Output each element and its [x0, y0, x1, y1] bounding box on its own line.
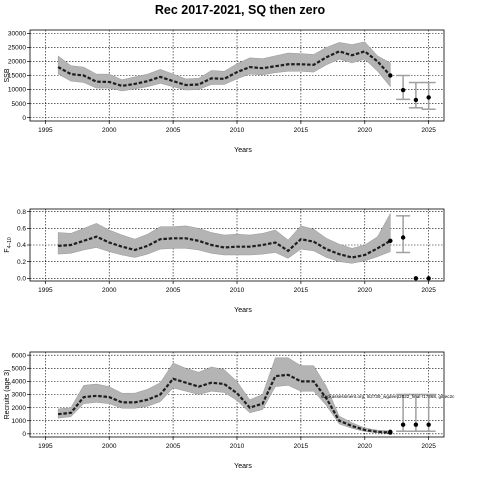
confidence-band [57, 213, 391, 264]
x-tick-label: 2000 [102, 443, 117, 450]
endpoint-point [388, 429, 393, 435]
y-axis-label-subscript: 4–10 [7, 237, 13, 248]
y-tick-label: 0.4 [17, 242, 26, 249]
forecast-point-2023 [400, 235, 406, 240]
y-tick-label: 20000 [8, 59, 26, 66]
y-tick-label: 0 [22, 115, 26, 122]
x-tick-label: 2025 [421, 443, 436, 450]
x-tick-label: 2010 [230, 443, 245, 450]
forecast-point-2025 [426, 422, 431, 427]
terminal-year-point [388, 73, 393, 78]
x-tick-label: 2015 [294, 443, 309, 450]
chart-title: Rec 2017-2021, SQ then zero [155, 3, 326, 17]
terminal-year-point [388, 238, 393, 244]
panel-3: 1995 2000 2005 2010 2015 2020 2025 0 1000 2000 300… [4, 351, 455, 470]
x-tick-label: 1995 [38, 127, 53, 134]
x-axis-label: Years [234, 147, 252, 154]
panel-2: 1995 2000 2005 2010 2015 2020 2025 0.0 0.2 0.4 0.6… [4, 208, 445, 314]
forecast-point-2023 [400, 422, 406, 427]
y-tick-label: 0 [22, 431, 26, 438]
x-tick-label: 1995 [38, 287, 53, 294]
x-tick-label: 2020 [358, 287, 373, 294]
panel-1: 1995 2000 2005 2010 2015 2020 2025 0 5000 10000 15… [4, 29, 445, 154]
y-tick-label: 0.0 [17, 276, 26, 283]
x-tick-label: 2005 [166, 443, 181, 450]
y-tick-label: 2000 [12, 405, 27, 412]
forecast-point-2024 [413, 276, 419, 281]
x-tick-label: 2025 [421, 287, 436, 294]
y-axis-label: Recruits (age 3) [4, 370, 11, 420]
y-tick-label: 10000 [8, 87, 26, 94]
x-tick-label: 2015 [294, 287, 309, 294]
median-line [57, 50, 392, 88]
x-tick-label: 2010 [230, 287, 245, 294]
y-tick-label: 25000 [8, 45, 26, 52]
forecast-point-2024 [413, 422, 419, 427]
x-tick-label: 2000 [102, 287, 117, 294]
x-axis-label: Years [234, 463, 252, 470]
x-tick-label: 2005 [166, 127, 181, 134]
forecast-point-2023 [400, 87, 406, 93]
y-tick-label: 6000 [12, 352, 27, 359]
x-tick-label: 2010 [230, 127, 245, 134]
confidence-band [57, 41, 391, 92]
x-tick-label: 1995 [38, 443, 53, 450]
forecast-point-2024 [413, 97, 419, 103]
forecast-point-2025 [426, 276, 431, 281]
y-tick-label: 0.6 [17, 226, 26, 233]
x-tick-label: 2000 [102, 127, 117, 134]
median-line [57, 373, 391, 434]
y-tick-label: 0.2 [17, 259, 26, 266]
y-tick-label: 15000 [8, 73, 26, 80]
x-tick-label: 2020 [358, 443, 373, 450]
x-tick-label: 2015 [294, 127, 309, 134]
y-tick-label: 3000 [12, 392, 27, 399]
x-tick-label: 2005 [166, 287, 181, 294]
y-tick-label: 30000 [8, 31, 26, 38]
y-axis-label: F4–10 [4, 237, 13, 253]
y-tick-label: 0.8 [17, 209, 26, 216]
y-tick-label: 5000 [12, 101, 27, 108]
x-tick-label: 2025 [421, 127, 436, 134]
y-axis-label: SSB [4, 68, 11, 82]
median-line [58, 235, 391, 259]
y-tick-label: 4000 [12, 379, 27, 386]
y-tick-label: 5000 [12, 365, 27, 372]
x-axis-label: Years [234, 307, 252, 314]
source-annotation: stockassessment.org, ln2739_wgdeep2022_f… [321, 394, 455, 399]
y-tick-label: 1000 [12, 418, 27, 425]
x-tick-label: 2020 [358, 127, 373, 134]
forecast-point-2025 [426, 95, 431, 100]
